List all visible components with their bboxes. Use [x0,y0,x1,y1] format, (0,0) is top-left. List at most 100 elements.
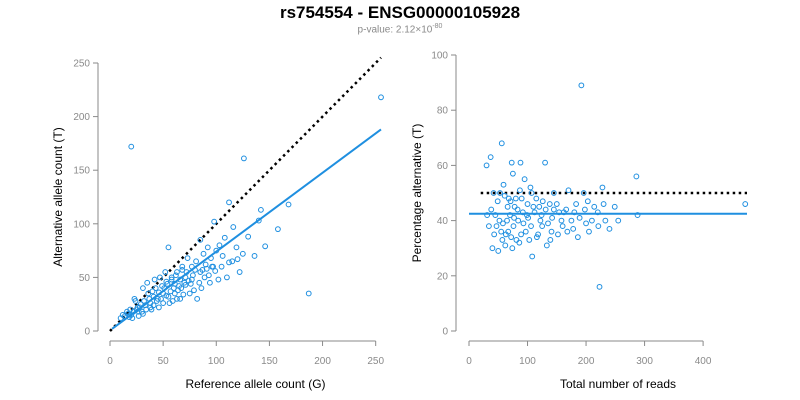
data-point [144,279,151,286]
y-tick-label: 150 [73,166,90,177]
data-point [179,263,186,270]
data-point [148,306,155,313]
data-point [186,290,193,297]
data-point [129,315,136,322]
data-point [152,285,159,292]
data-point [489,245,496,252]
data-point [606,225,613,232]
data-point [500,181,507,188]
data-point [255,217,262,224]
data-point [498,228,505,235]
data-point [198,285,205,292]
y-tick-label: 80 [437,106,449,117]
y-tick-label: 0 [442,327,448,338]
x-tick-label: 0 [466,356,472,367]
x-tick-label: 200 [578,356,595,367]
data-point [155,289,162,296]
data-point [174,295,180,302]
data-point [539,223,546,230]
data-point [517,159,524,166]
data-point [518,195,525,202]
data-point [502,242,509,249]
data-point [525,214,532,221]
y-tick-label: 0 [84,327,90,338]
data-point [508,159,515,166]
data-point [583,220,589,227]
data-point [538,212,545,218]
data-point [171,280,178,287]
data-point [602,217,609,224]
data-point [493,223,500,230]
data-point [159,283,165,289]
data-point [140,285,146,292]
data-point [742,201,749,207]
data-point [533,234,540,241]
data-point [547,237,554,243]
data-point [574,234,581,241]
data-point [519,209,526,216]
data-point [157,274,163,281]
data-point [536,203,543,210]
data-point [213,247,220,254]
data-point [581,206,588,213]
data-point [216,242,223,249]
data-point [245,233,252,240]
data-point [483,162,490,169]
data-point [529,253,536,260]
p-value-exponent: -80 [432,23,443,30]
data-point [535,231,541,238]
data-point [600,201,607,207]
data-point [633,173,640,180]
y-tick-label: 100 [431,51,448,62]
y-axis-title: Percentage alternative (T) [410,124,424,263]
data-point [494,198,501,205]
data-point [141,298,147,304]
data-point [611,203,618,210]
data-point [528,223,534,230]
data-point [218,263,225,270]
data-point [163,292,170,299]
data-point [522,228,529,235]
data-point [177,295,184,302]
y-tick-label: 20 [437,271,449,282]
data-point [132,298,139,304]
data-point [149,288,156,295]
data-point [182,274,189,281]
data-point [497,190,503,196]
x-tick-label: 250 [367,356,384,367]
x-tick-label: 100 [519,356,536,367]
data-point [197,236,204,243]
data-point [285,201,292,208]
data-point [533,195,540,202]
data-point [162,269,169,275]
data-point [586,228,592,235]
data-point [137,301,144,308]
data-point [599,184,606,191]
data-point [192,266,198,273]
data-point [211,218,218,225]
data-point [193,258,199,265]
data-point [516,239,523,246]
data-point [146,295,153,302]
x-tick-label: 150 [261,356,278,367]
data-point [504,217,510,224]
data-point [305,290,312,297]
y-tick-label: 200 [73,112,90,123]
data-point [584,198,591,205]
data-point [488,206,495,213]
data-point [542,159,548,166]
data-point [180,291,187,298]
data-point [521,176,528,183]
data-point [548,228,555,235]
data-point [151,276,158,283]
data-point [573,201,580,207]
data-point [155,304,162,311]
data-point [204,244,211,251]
data-point [178,285,185,292]
data-point [492,212,499,218]
data-point [236,269,243,275]
data-point [140,310,146,317]
data-point [163,278,170,285]
data-point [208,255,214,262]
